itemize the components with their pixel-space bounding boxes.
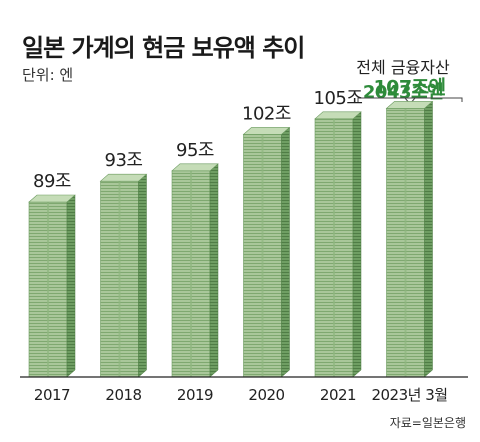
- bars-layer: 89조 93조 95조 102조 105조 107조엔: [28, 76, 446, 378]
- unit-label: 단위: 엔: [22, 66, 74, 84]
- bar-band: [47, 202, 49, 377]
- bar-2018: [99, 173, 148, 378]
- bar-top: [99, 173, 148, 182]
- bar-side: [66, 194, 76, 378]
- x-tick-label: 2017: [34, 386, 70, 404]
- value-label: 102조: [242, 103, 291, 124]
- bar-side: [424, 100, 433, 378]
- value-label: 105조: [314, 88, 363, 109]
- bar-top: [28, 194, 76, 203]
- bar-2023년 3월: [385, 100, 434, 378]
- x-tick-label: 2018: [105, 386, 141, 404]
- bar-band: [190, 170, 192, 377]
- bar-top: [314, 111, 362, 120]
- chart-title: 일본 가계의 현금 보유액 추이: [22, 34, 305, 62]
- bar-band: [333, 118, 335, 378]
- value-label: 93조: [105, 150, 143, 171]
- x-tick-label: 2019: [177, 386, 213, 404]
- bar-band: [404, 108, 407, 378]
- bar-side: [138, 173, 147, 378]
- bar-top: [385, 101, 434, 109]
- x-tick-labels: 2017 2018 2019 2020 2021 2023년 3월: [34, 386, 448, 404]
- bar-side: [209, 163, 219, 378]
- bar-2017: [28, 194, 76, 378]
- bar-2019: [171, 163, 219, 378]
- bar-top: [242, 127, 291, 135]
- x-tick-label: 2023년 3월: [371, 386, 447, 404]
- bar-side: [352, 111, 362, 378]
- bar-2020: [242, 126, 291, 378]
- x-tick-label: 2020: [248, 386, 284, 404]
- x-tick-label: 2021: [320, 386, 356, 404]
- bar-top: [171, 163, 219, 172]
- total-assets-label: 전체 금융자산: [356, 58, 450, 77]
- value-label: 107조엔: [373, 76, 445, 98]
- bar-2021: [314, 111, 362, 378]
- source-note: 자료=일본은행: [389, 416, 466, 430]
- bar-band: [118, 181, 121, 377]
- value-label: 95조: [176, 140, 214, 161]
- bar-side: [281, 126, 290, 378]
- value-label: 89조: [33, 171, 71, 192]
- bar-band: [261, 134, 264, 377]
